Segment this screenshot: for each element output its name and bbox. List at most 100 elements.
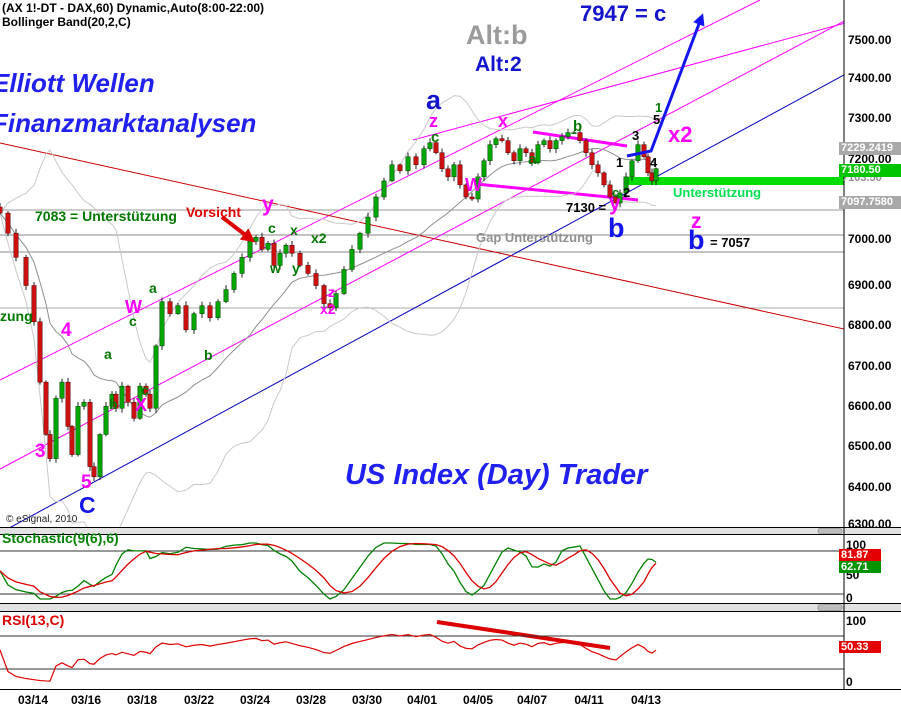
rsi-axis-label: 0 <box>846 675 853 689</box>
vorsicht-arrow <box>220 215 256 243</box>
candle-body <box>553 140 559 149</box>
rsi-axis-label: 100 <box>846 614 867 628</box>
candle-body <box>653 168 659 182</box>
candle-body <box>559 136 565 141</box>
date-axis-label: 03/28 <box>295 693 327 707</box>
candle-body <box>583 140 589 153</box>
candle-body <box>5 212 11 234</box>
candle-body <box>413 156 419 166</box>
candle-body <box>481 160 487 178</box>
price-axis-label: 6700.00 <box>848 359 892 373</box>
last-price-badge: 7180.50 <box>839 164 901 177</box>
date-axis-label: 03/30 <box>351 693 383 707</box>
level-7130-y: y <box>609 192 621 215</box>
candle-body <box>271 243 277 266</box>
candle-body <box>159 301 165 347</box>
candle-body <box>65 381 71 427</box>
candle-body <box>297 253 303 266</box>
support-zung-label: zung <box>0 308 33 324</box>
wave-x2-magenta-2: x2 <box>320 301 336 317</box>
wave-1-green: 1 <box>655 100 663 115</box>
candle-body <box>629 160 635 178</box>
candle-body <box>0 206 3 214</box>
wave-w-magenta-top: W <box>465 175 482 195</box>
stoch-label: Stochastic(9(6),6) <box>2 530 119 546</box>
candle-body <box>113 393 119 409</box>
stoch-d-badge: 81.87 <box>839 549 881 561</box>
candle-body <box>601 172 607 186</box>
candle-body <box>541 140 547 145</box>
candle-body <box>265 243 271 250</box>
candle-body <box>333 293 339 308</box>
date-axis-label: 04/05 <box>462 693 494 707</box>
wave-z-magenta-top: z <box>429 111 438 131</box>
candle-body <box>167 301 173 314</box>
candle-body <box>469 196 475 200</box>
candle-body <box>617 192 623 204</box>
panel-separator <box>0 527 901 535</box>
wave-c-green-3: c <box>141 382 149 398</box>
target-label: 7947 = c <box>580 1 667 26</box>
candle-body <box>349 249 355 270</box>
brand-line2: Finanzmarktanalysen <box>0 108 257 138</box>
wave-5-magenta: 5 <box>81 472 92 493</box>
wave-a-green-2: a <box>104 346 112 362</box>
candle-body <box>439 152 445 170</box>
price-axis-label: 6600.00 <box>848 399 892 413</box>
chart-canvas[interactable] <box>0 0 844 527</box>
candle-body <box>313 273 319 286</box>
candle-body <box>75 406 81 455</box>
candle-body <box>535 144 541 164</box>
date-axis-label: 03/24 <box>239 693 271 707</box>
price-axis-label: 7300.00 <box>848 111 892 125</box>
candle-body <box>595 164 601 174</box>
candle-body <box>427 142 433 149</box>
candle-body <box>87 402 93 467</box>
wave-b-green-3: b <box>109 396 118 412</box>
candle-body <box>277 253 283 266</box>
wave-3-black: 3 <box>632 128 640 143</box>
copyright-label: © eSignal, 2010 <box>6 514 78 525</box>
candle-body <box>433 142 439 153</box>
b-blue-right: b <box>688 225 705 255</box>
candle-body <box>305 265 311 274</box>
vorsicht-label: Vorsicht <box>186 204 241 220</box>
price-axis-label: 6500.00 <box>848 439 892 453</box>
candle-body <box>493 138 499 145</box>
magenta-channel-upper <box>0 0 761 381</box>
support-green-label: Unterstützung <box>673 185 762 200</box>
rsi-label: RSI(13,C) <box>2 612 65 628</box>
candle-body <box>381 180 387 198</box>
wave-a-blue: a <box>426 85 442 115</box>
candle-body <box>199 305 205 314</box>
candle-body <box>289 245 295 254</box>
wave-1-black: 1 <box>616 155 624 170</box>
candle-body <box>607 184 613 198</box>
band-upper-badge: 7229.2419 <box>839 142 901 155</box>
candle-body <box>475 176 481 200</box>
wave-c-green-mid: c <box>268 220 276 236</box>
candle-body <box>53 397 59 459</box>
price-axis-label: 6900.00 <box>848 278 892 292</box>
wave-y-magenta-mid: y <box>262 193 274 216</box>
blue-uptrend-line <box>10 74 844 527</box>
candle-body <box>457 164 463 186</box>
red-resistance-line <box>0 142 844 330</box>
candle-body <box>59 381 65 399</box>
candle-body <box>23 257 29 286</box>
price-axis-label: 6800.00 <box>848 318 892 332</box>
b-blue-left: b <box>608 213 625 243</box>
wave-c-green-right: c <box>612 185 620 200</box>
date-axis-label: 04/01 <box>406 693 438 707</box>
candle-body <box>571 132 577 135</box>
candle-body <box>13 232 19 258</box>
panel-divider-grip[interactable] <box>817 604 843 611</box>
candle-body <box>389 164 395 182</box>
candle-body <box>645 156 651 174</box>
rsi-badge: 50.33 <box>839 641 881 653</box>
candle-body <box>103 406 109 435</box>
panel-divider-grip[interactable] <box>817 528 843 534</box>
candle-body <box>421 148 427 166</box>
